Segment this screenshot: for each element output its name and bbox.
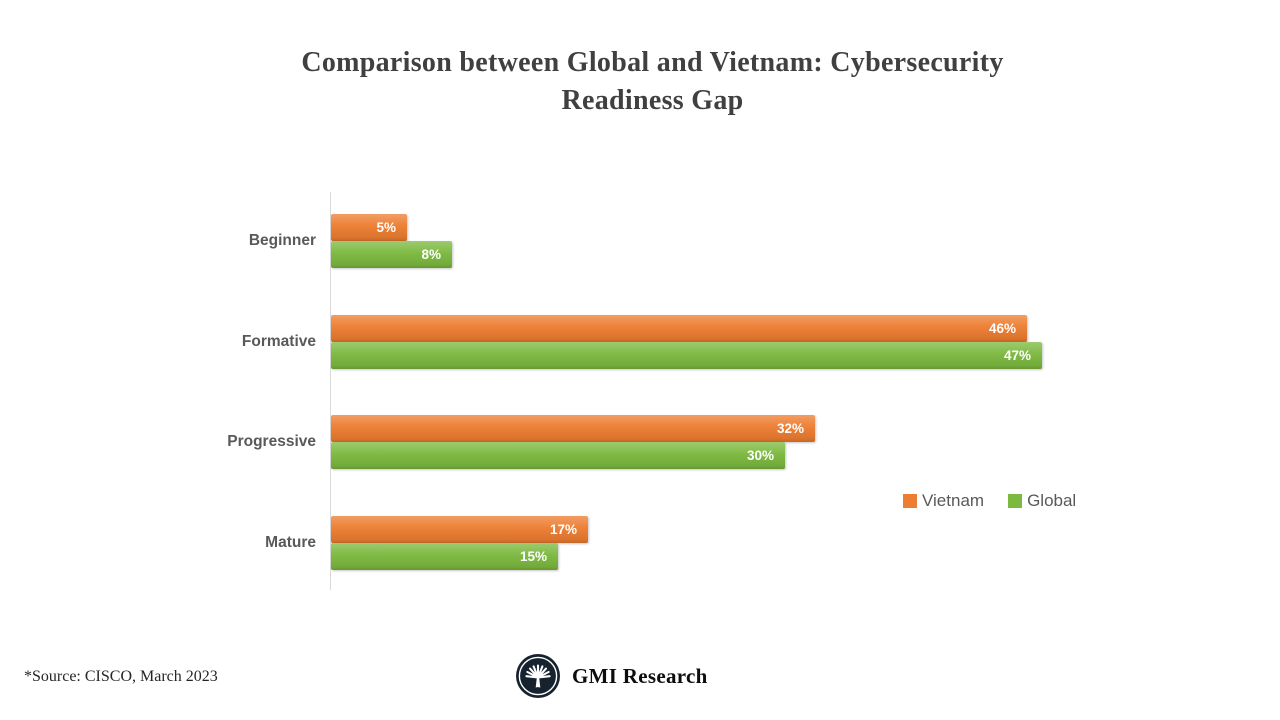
legend-swatch-vietnam — [903, 494, 917, 508]
category-label-formative: Formative — [241, 333, 316, 350]
bar-vietnam-beginner: 5% — [331, 214, 407, 241]
source-note: *Source: CISCO, March 2023 — [24, 668, 218, 685]
legend-item-global: Global — [1008, 491, 1076, 511]
legend-label-vietnam: Vietnam — [922, 491, 985, 510]
chart-plot-area: 5% 8% 46% 47% 32% 30% 17% 15% — [330, 192, 1090, 590]
brand-name: GMI Research — [572, 663, 708, 688]
bar-global-beginner: 8% — [331, 241, 452, 268]
chart-title-line2: Readiness Gap — [561, 85, 744, 116]
bar-global-mature: 15% — [331, 543, 558, 570]
category-labels: Beginner Formative Progressive Mature — [40, 192, 316, 590]
y-axis-line — [330, 192, 331, 590]
category-label-mature: Mature — [265, 534, 316, 551]
brand: GMI Research — [515, 653, 708, 699]
category-label-progressive: Progressive — [227, 433, 316, 450]
legend-label-global: Global — [1027, 491, 1077, 510]
bar-global-formative: 47% — [331, 342, 1042, 369]
bar-global-progressive: 30% — [331, 442, 785, 469]
category-label-beginner: Beginner — [248, 232, 316, 249]
legend-swatch-global — [1008, 494, 1023, 508]
chart-title: Comparison between Global and Vietnam: C… — [160, 44, 1145, 120]
chart-legend: Vietnam Global — [903, 491, 1076, 511]
bar-vietnam-progressive: 32% — [331, 415, 815, 442]
gmi-logo-icon — [516, 654, 560, 698]
legend-item-vietnam: Vietnam — [903, 491, 984, 511]
bar-vietnam-mature: 17% — [331, 516, 588, 543]
bar-vietnam-formative: 46% — [331, 315, 1027, 342]
chart-title-line1: Comparison between Global and Vietnam: C… — [301, 47, 1004, 78]
